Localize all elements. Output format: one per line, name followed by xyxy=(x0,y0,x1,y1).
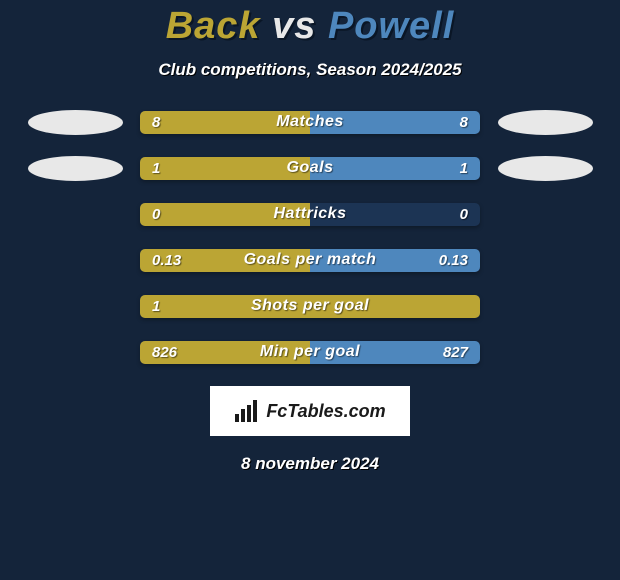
avatar-ellipse-icon xyxy=(28,156,123,181)
stat-bar: Goals per match0.13 0.13 xyxy=(140,249,480,272)
stat-label: Shots per goal xyxy=(140,295,480,318)
stat-bar: Matches8 8 xyxy=(140,111,480,134)
avatar-ellipse-icon xyxy=(28,110,123,135)
stat-label: Min per goal xyxy=(140,341,480,364)
player2-avatar xyxy=(495,154,595,182)
stat-value-right: 8 xyxy=(460,111,468,134)
stat-bar: Shots per goal1 xyxy=(140,295,480,318)
stat-value-right: 1 xyxy=(460,157,468,180)
stat-value-left: 0.13 xyxy=(152,249,181,272)
stat-bar: Min per goal826 827 xyxy=(140,341,480,364)
comparison-infographic: Back vs Powell Club competitions, Season… xyxy=(0,0,620,580)
player1-avatar xyxy=(25,154,125,182)
stat-label: Goals xyxy=(140,157,480,180)
stat-value-left: 1 xyxy=(152,295,160,318)
stat-value-left: 826 xyxy=(152,341,177,364)
brand-text: FcTables.com xyxy=(266,401,385,422)
date-label: 8 november 2024 xyxy=(0,454,620,474)
stat-row: Goals1 1 xyxy=(0,156,620,180)
stat-label: Matches xyxy=(140,111,480,134)
stat-value-left: 1 xyxy=(152,157,160,180)
player1-name: Back xyxy=(166,5,261,47)
stat-row: Min per goal826 827 xyxy=(0,340,620,364)
subtitle: Club competitions, Season 2024/2025 xyxy=(0,60,620,80)
stats-list: Matches88Goals11Hattricks00Goals per mat… xyxy=(0,110,620,364)
stat-row: Hattricks0 0 xyxy=(0,202,620,226)
player2-avatar xyxy=(495,108,595,136)
stat-value-left: 8 xyxy=(152,111,160,134)
stat-row: Goals per match0.13 0.13 xyxy=(0,248,620,272)
vs-label: vs xyxy=(272,5,316,47)
avatar-ellipse-icon xyxy=(498,156,593,181)
avatar-ellipse-icon xyxy=(498,110,593,135)
stat-row: Matches8 8 xyxy=(0,110,620,134)
bar-chart-icon xyxy=(234,400,260,422)
stat-label: Goals per match xyxy=(140,249,480,272)
player2-name: Powell xyxy=(328,5,454,47)
stat-value-left: 0 xyxy=(152,203,160,226)
stat-bar: Goals1 1 xyxy=(140,157,480,180)
player1-avatar xyxy=(25,108,125,136)
page-title: Back vs Powell xyxy=(0,5,620,48)
stat-label: Hattricks xyxy=(140,203,480,226)
stat-value-right: 0.13 xyxy=(439,249,468,272)
brand-badge: FcTables.com xyxy=(210,386,410,436)
stat-value-right: 827 xyxy=(443,341,468,364)
stat-bar: Hattricks0 0 xyxy=(140,203,480,226)
stat-row: Shots per goal1 xyxy=(0,294,620,318)
stat-value-right: 0 xyxy=(460,203,468,226)
